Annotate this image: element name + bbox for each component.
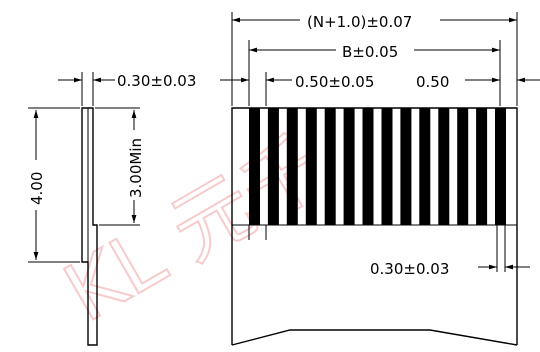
front-view: (N+1.0)±0.07 B±0.05 0.50±0.05 0.50 0.30±…: [220, 12, 540, 346]
b-width-label: B±0.05: [342, 43, 398, 61]
contacts-group: [249, 108, 506, 225]
contact-finger: [457, 108, 469, 225]
contact-finger: [249, 108, 260, 225]
side-strip: [81, 107, 98, 346]
contact-finger: [305, 108, 317, 225]
contact-finger: [419, 108, 431, 225]
contact-finger: [381, 108, 393, 225]
side-view: 0.30±0.03 4.00 3.00Min: [28, 72, 196, 346]
contact-finger: [400, 108, 412, 225]
thickness-label: 0.30±0.03: [117, 72, 196, 90]
pitch-label: 0.50±0.05: [295, 73, 374, 91]
overall-width-label: (N+1.0)±0.07: [307, 13, 412, 31]
min-label: 3.00Min: [127, 138, 145, 198]
break-line: [231, 329, 518, 346]
contact-finger: [324, 108, 336, 225]
contact-finger: [362, 108, 374, 225]
contact-width-label: 0.30±0.03: [370, 260, 449, 278]
contact-finger: [286, 108, 298, 225]
contact-finger: [267, 108, 279, 225]
edge-offset-label: 0.50: [416, 73, 449, 91]
contact-finger: [438, 108, 450, 225]
front-outline: [231, 107, 518, 345]
height-label: 4.00: [28, 172, 46, 205]
contact-finger: [495, 108, 506, 225]
contact-finger: [343, 108, 355, 225]
contact-finger: [476, 108, 488, 225]
